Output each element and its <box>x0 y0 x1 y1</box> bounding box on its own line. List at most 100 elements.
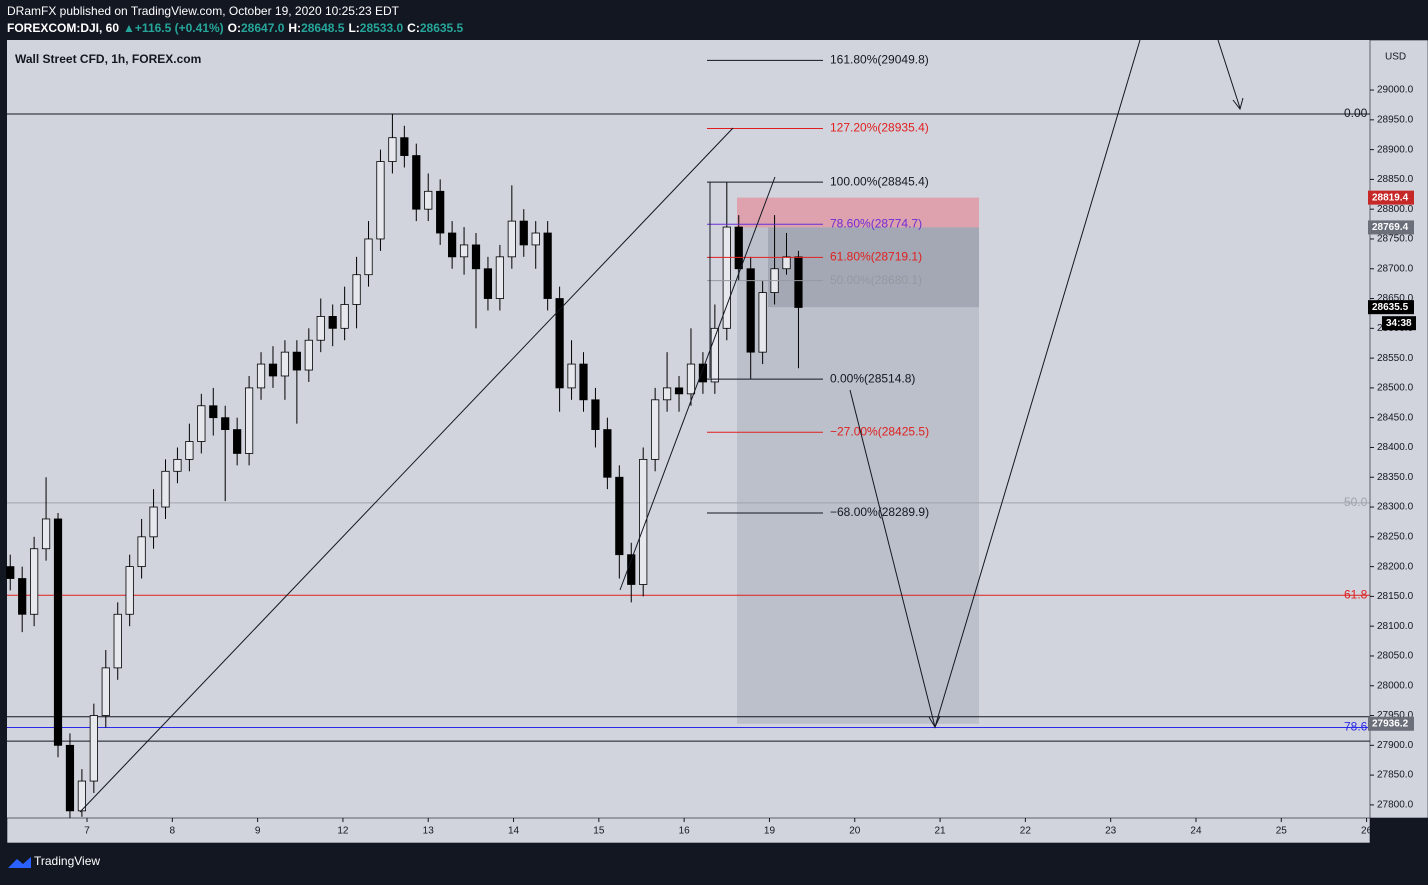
candle-body <box>722 226 731 329</box>
fib-label: 0.00%(28514.8) <box>830 371 915 385</box>
candle-body <box>280 351 290 377</box>
candle-body <box>256 363 266 389</box>
countdown: 34:38 <box>1386 318 1412 329</box>
candle-body <box>495 256 504 299</box>
countdown-tag <box>1382 316 1416 331</box>
y-tick-label: 27900.0 <box>1377 740 1414 751</box>
candle-body <box>149 506 158 538</box>
candle-body <box>89 715 98 782</box>
candle-body <box>448 232 457 258</box>
change: +116.5 (+0.41%) <box>135 21 224 35</box>
price-tag <box>1368 190 1414 205</box>
fib-label: −68.00%(28289.9) <box>830 505 929 519</box>
time-axis <box>6 817 1371 844</box>
projection-path <box>1217 39 1241 109</box>
candle-body <box>65 744 75 812</box>
candle-body <box>41 518 51 550</box>
candle-body <box>6 566 15 579</box>
x-tick-label: 24 <box>1190 826 1202 837</box>
y-tick-label: 28050.0 <box>1377 651 1414 662</box>
candle-body <box>579 363 588 401</box>
candle-body <box>197 405 206 442</box>
x-tick-label: 7 <box>84 826 90 837</box>
ohlc-key: O: <box>228 21 241 35</box>
candle-body <box>734 226 743 270</box>
level-label: 0.00 <box>1344 106 1368 120</box>
price-tag-label: 28635.5 <box>1372 302 1409 313</box>
candle-body <box>662 387 672 401</box>
x-tick-label: 9 <box>255 826 261 837</box>
candle-body <box>173 458 182 472</box>
candle-body <box>639 458 648 585</box>
y-tick-label: 29000.0 <box>1377 85 1414 96</box>
x-tick-label: 13 <box>423 826 435 837</box>
ohlc-key: C: <box>407 21 420 35</box>
symbol: FOREXCOM:DJI, 60 <box>7 21 119 35</box>
price-tag <box>1368 300 1414 315</box>
y-tick-label: 28500.0 <box>1377 383 1414 394</box>
y-tick-label: 28100.0 <box>1377 621 1414 632</box>
zone <box>737 227 979 724</box>
candle-body <box>424 190 433 210</box>
level-label: 61.8 <box>1344 587 1368 601</box>
x-tick-label: 26 <box>1361 826 1373 837</box>
y-tick-label: 28850.0 <box>1377 174 1414 185</box>
candle-body <box>209 405 218 419</box>
ohlc-value: 28635.5 <box>420 21 464 35</box>
y-tick-label: 28750.0 <box>1377 234 1414 245</box>
candle-body <box>412 155 421 210</box>
arrow-head <box>1232 97 1244 111</box>
candle-body <box>471 244 481 270</box>
ohlc-value: 28647.0 <box>241 21 285 35</box>
candle-body <box>352 274 361 305</box>
fib-label: 127.20%(28935.4) <box>830 121 929 135</box>
candle-body <box>674 387 684 395</box>
candle-body <box>328 316 337 329</box>
up-arrow: ▲ <box>123 21 135 35</box>
x-tick-label: 8 <box>170 826 176 837</box>
x-tick-label: 15 <box>593 826 605 837</box>
candle-body <box>101 667 110 716</box>
candle-body <box>185 441 194 460</box>
x-tick-label: 12 <box>337 826 349 837</box>
candle-body <box>304 339 313 371</box>
candle-body <box>782 256 791 270</box>
candle-body <box>376 161 385 240</box>
y-tick-label: 27800.0 <box>1377 800 1414 811</box>
fib-label: 78.60%(28774.7) <box>830 216 922 230</box>
fib-label: 161.80%(29049.8) <box>830 53 929 67</box>
left-edge <box>0 40 7 843</box>
candle-body <box>567 363 576 389</box>
candle-body <box>746 268 755 353</box>
x-tick-label: 19 <box>764 826 776 837</box>
arrow-head <box>928 715 941 729</box>
candle-body <box>459 244 469 258</box>
plot-layer: 0.00 50.0 61.8 78.6 161.80%(29049.8) 127.20%(… <box>6 53 1370 823</box>
candle-body <box>794 256 803 308</box>
candle-body <box>364 238 373 276</box>
candle-body <box>436 190 445 234</box>
y-tick-label: 28400.0 <box>1377 442 1414 453</box>
y-tick-label: 28300.0 <box>1377 502 1414 513</box>
trend-line <box>79 127 734 813</box>
zone <box>737 197 979 228</box>
candle-body <box>137 536 146 568</box>
y-tick-label: 28700.0 <box>1377 263 1414 274</box>
candle-body <box>615 476 624 556</box>
candle-body <box>698 363 708 383</box>
y-tick-label: 28250.0 <box>1377 531 1414 542</box>
fib-label: 50.00%(28680.1) <box>830 273 922 287</box>
price-tag <box>1368 220 1414 235</box>
candle-body <box>161 470 170 508</box>
y-tick-label: 28350.0 <box>1377 472 1414 483</box>
currency: USD <box>1385 52 1406 63</box>
candle-body <box>340 304 349 329</box>
x-tick-label: 20 <box>849 826 861 837</box>
candle-body <box>555 298 564 389</box>
y-tick-label: 28550.0 <box>1377 353 1414 364</box>
price-axis <box>1369 39 1428 819</box>
legend: Wall Street CFD, 1h, FOREX.com <box>15 52 201 66</box>
candle-body <box>483 268 493 299</box>
publisher: DRamFX published on TradingView.com, Oct… <box>7 4 400 18</box>
price-tag-label: 28769.4 <box>1372 222 1409 233</box>
